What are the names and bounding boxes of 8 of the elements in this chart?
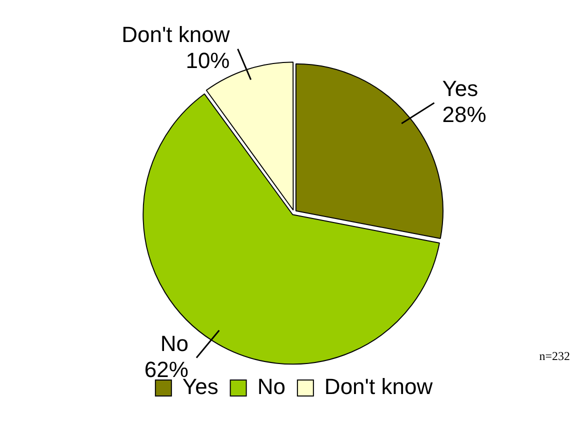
slice-label: Don't know <box>122 22 230 47</box>
data-label: 10% <box>186 48 230 73</box>
text: n=232 <box>539 349 570 363</box>
data-label: 28% <box>442 102 486 127</box>
slice-label: No <box>160 330 188 356</box>
slice-label: Yes <box>442 76 478 101</box>
legend-label: No <box>257 374 286 400</box>
legend-label: Don't know <box>324 374 433 400</box>
